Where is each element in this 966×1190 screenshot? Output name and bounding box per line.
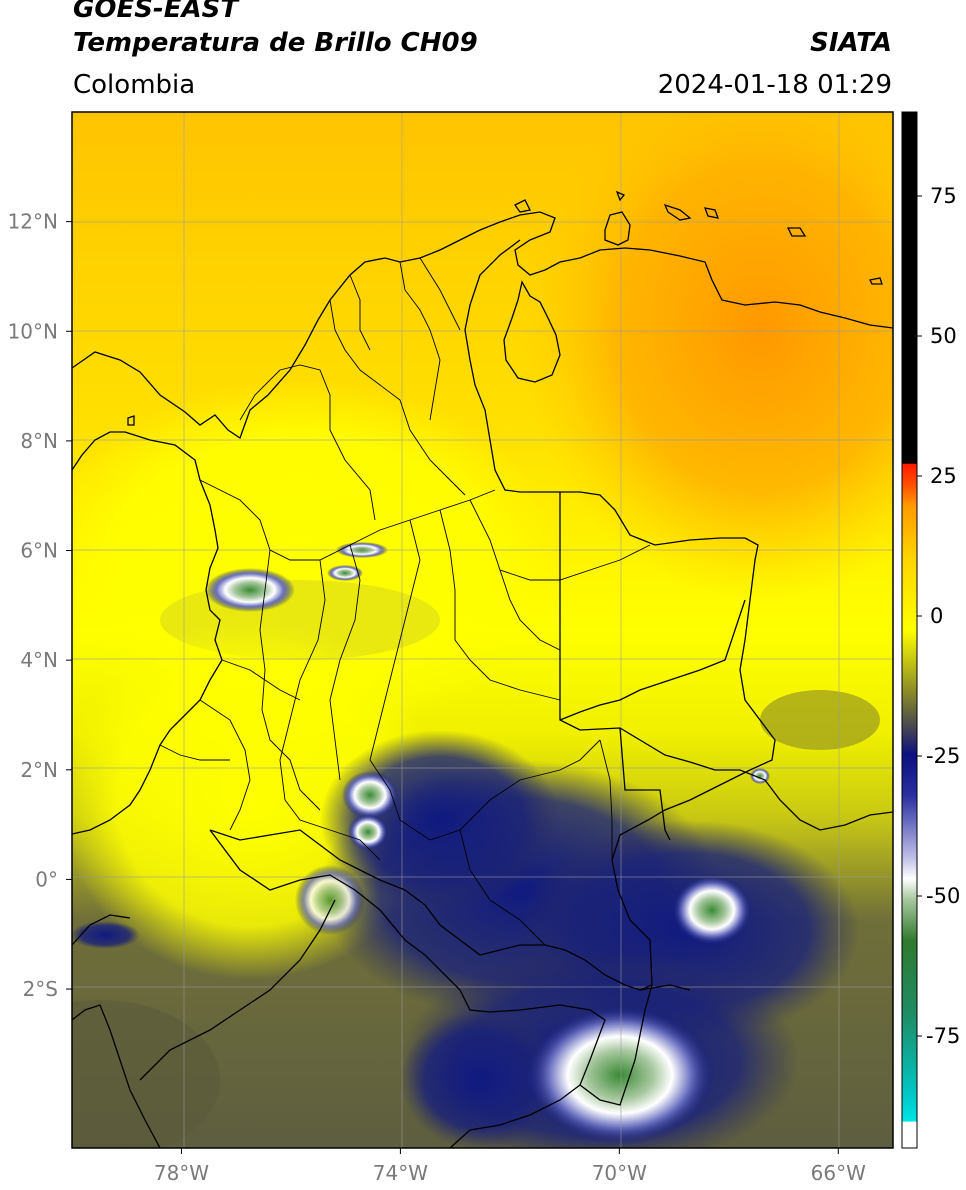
latitude-label: 2°N: [20, 758, 58, 782]
agency-label: SIATA: [810, 28, 892, 58]
graticule: [72, 112, 893, 1148]
longitude-label: 74°W: [373, 1161, 428, 1185]
colorbar-label: -50: [926, 884, 960, 908]
map-frame: [71, 111, 894, 1149]
colorbar-label: 75: [930, 184, 957, 208]
latitude-label: 2°S: [23, 977, 58, 1001]
colorbar-label: -25: [926, 744, 960, 768]
latitude-label: 0°: [35, 867, 58, 891]
colorbar-frame: [901, 111, 918, 1149]
brightness-temperature-image: [72, 112, 893, 1148]
colorbar: 75 50 25 0 -25 -50 -75: [901, 111, 960, 1149]
product-title: Temperatura de Brillo CH09: [73, 28, 478, 58]
colorbar-label: 25: [930, 464, 957, 488]
longitude-label: 78°W: [154, 1161, 209, 1185]
longitude-axis: 78°W 74°W 70°W 66°W: [154, 1148, 866, 1185]
longitude-label: 66°W: [811, 1161, 866, 1185]
colorbar-label: 50: [930, 324, 957, 348]
colorbar-ticks: 75 50 25 0 -25 -50 -75: [917, 184, 960, 1048]
latitude-label: 4°N: [20, 648, 58, 672]
coastlines-borders: [72, 190, 893, 1148]
latitude-label: 12°N: [8, 210, 58, 234]
latitude-label: 8°N: [20, 429, 58, 453]
latitude-label: 10°N: [8, 319, 58, 343]
region-label: Colombia: [73, 70, 196, 100]
colorbar-label: 0: [930, 604, 943, 628]
colorbar-label: -75: [926, 1024, 960, 1048]
satellite-title: GOES-EAST: [73, 0, 239, 24]
datetime-label: 2024-01-18 01:29: [657, 70, 892, 100]
latitude-axis: 12°N 10°N 8°N 6°N 4°N 2°N 0° 2°S: [8, 210, 72, 1001]
latitude-label: 6°N: [20, 539, 58, 563]
longitude-label: 70°W: [592, 1161, 647, 1185]
colorbar-scale: [902, 112, 917, 1148]
